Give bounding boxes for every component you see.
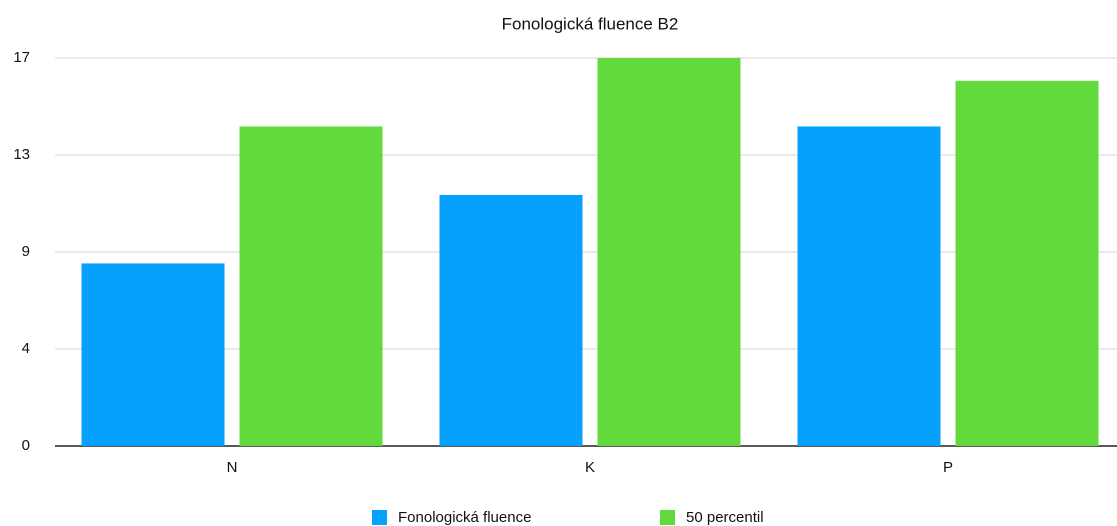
x-tick-label: P (943, 459, 953, 476)
bar (955, 80, 1099, 446)
legend-label: 50 percentil (686, 509, 764, 526)
y-tick-label: 9 (22, 243, 30, 260)
chart-title: Fonologická fluence B2 (502, 14, 679, 33)
x-tick-label: K (585, 459, 595, 476)
bar (797, 126, 941, 447)
legend-swatch (372, 510, 387, 525)
legend-label: Fonologická fluence (398, 509, 531, 526)
bar (239, 126, 383, 447)
y-tick-label: 17 (13, 49, 30, 66)
x-tick-label: N (227, 459, 238, 476)
y-tick-label: 0 (22, 437, 30, 454)
bar (597, 58, 741, 446)
bar (439, 194, 583, 446)
legend-swatch (660, 510, 675, 525)
bar (81, 263, 225, 446)
y-tick-label: 13 (13, 146, 30, 163)
y-tick-label: 4 (22, 340, 30, 357)
